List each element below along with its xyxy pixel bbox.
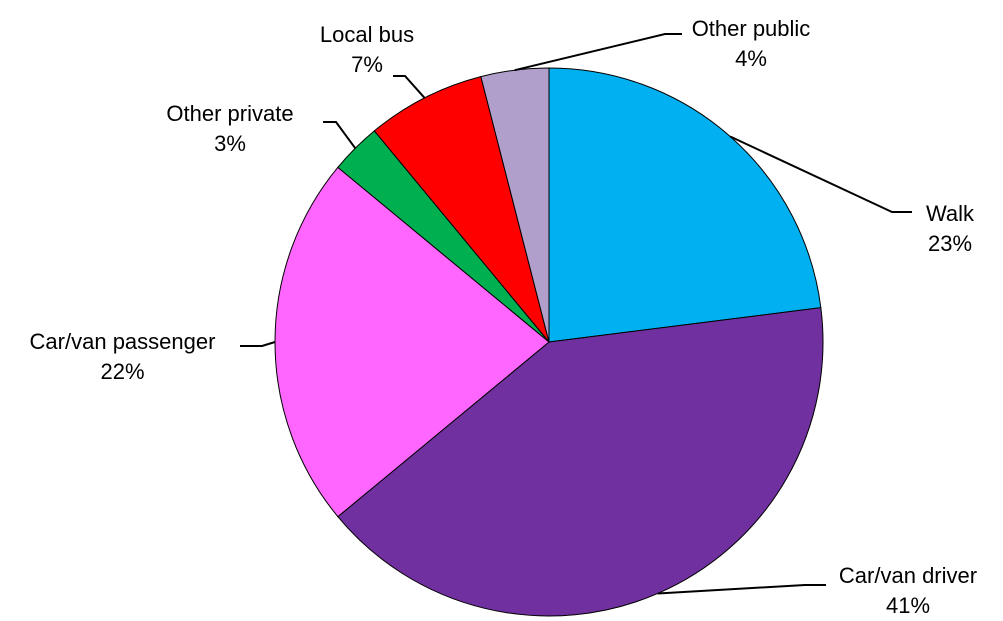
label-local-bus: Local bus 7% bbox=[297, 20, 437, 80]
slice-name: Local bus bbox=[319, 22, 415, 47]
leader-line-other-public bbox=[514, 33, 682, 72]
leader-line-other-private bbox=[323, 121, 357, 149]
pie-slice-other-public bbox=[480, 67, 550, 343]
slice-percent: 4% bbox=[735, 46, 767, 71]
slice-percent: 7% bbox=[351, 52, 383, 77]
leader-line-car-van-driver bbox=[657, 584, 826, 595]
slice-name: Walk bbox=[925, 201, 975, 226]
pie-slices bbox=[274, 67, 824, 617]
label-car-van-passenger: Car/van passenger 22% bbox=[5, 327, 240, 387]
slice-name: Car/van driver bbox=[838, 563, 978, 588]
slice-percent: 22% bbox=[100, 359, 145, 384]
label-other-public: Other public 4% bbox=[671, 14, 831, 74]
slice-percent: 3% bbox=[214, 131, 246, 156]
pie-slice-car-van-passenger bbox=[274, 166, 550, 518]
leader-line-local-bus bbox=[393, 75, 426, 99]
leader-line-walk bbox=[729, 135, 912, 213]
label-car-van-driver: Car/van driver 41% bbox=[818, 561, 998, 621]
label-other-private: Other private 3% bbox=[140, 99, 320, 159]
pie-slice-local-bus bbox=[373, 76, 550, 343]
pie-slice-walk bbox=[548, 67, 822, 343]
slice-name: Other private bbox=[166, 101, 294, 126]
leader-line-car-van-passenger bbox=[240, 341, 276, 347]
leader-lines bbox=[240, 33, 912, 595]
slice-percent: 41% bbox=[885, 593, 931, 618]
label-walk: Walk 23% bbox=[905, 199, 995, 259]
slice-name: Car/van passenger bbox=[29, 329, 216, 354]
slice-name: Other public bbox=[691, 16, 811, 41]
slice-percent: 23% bbox=[927, 231, 973, 256]
